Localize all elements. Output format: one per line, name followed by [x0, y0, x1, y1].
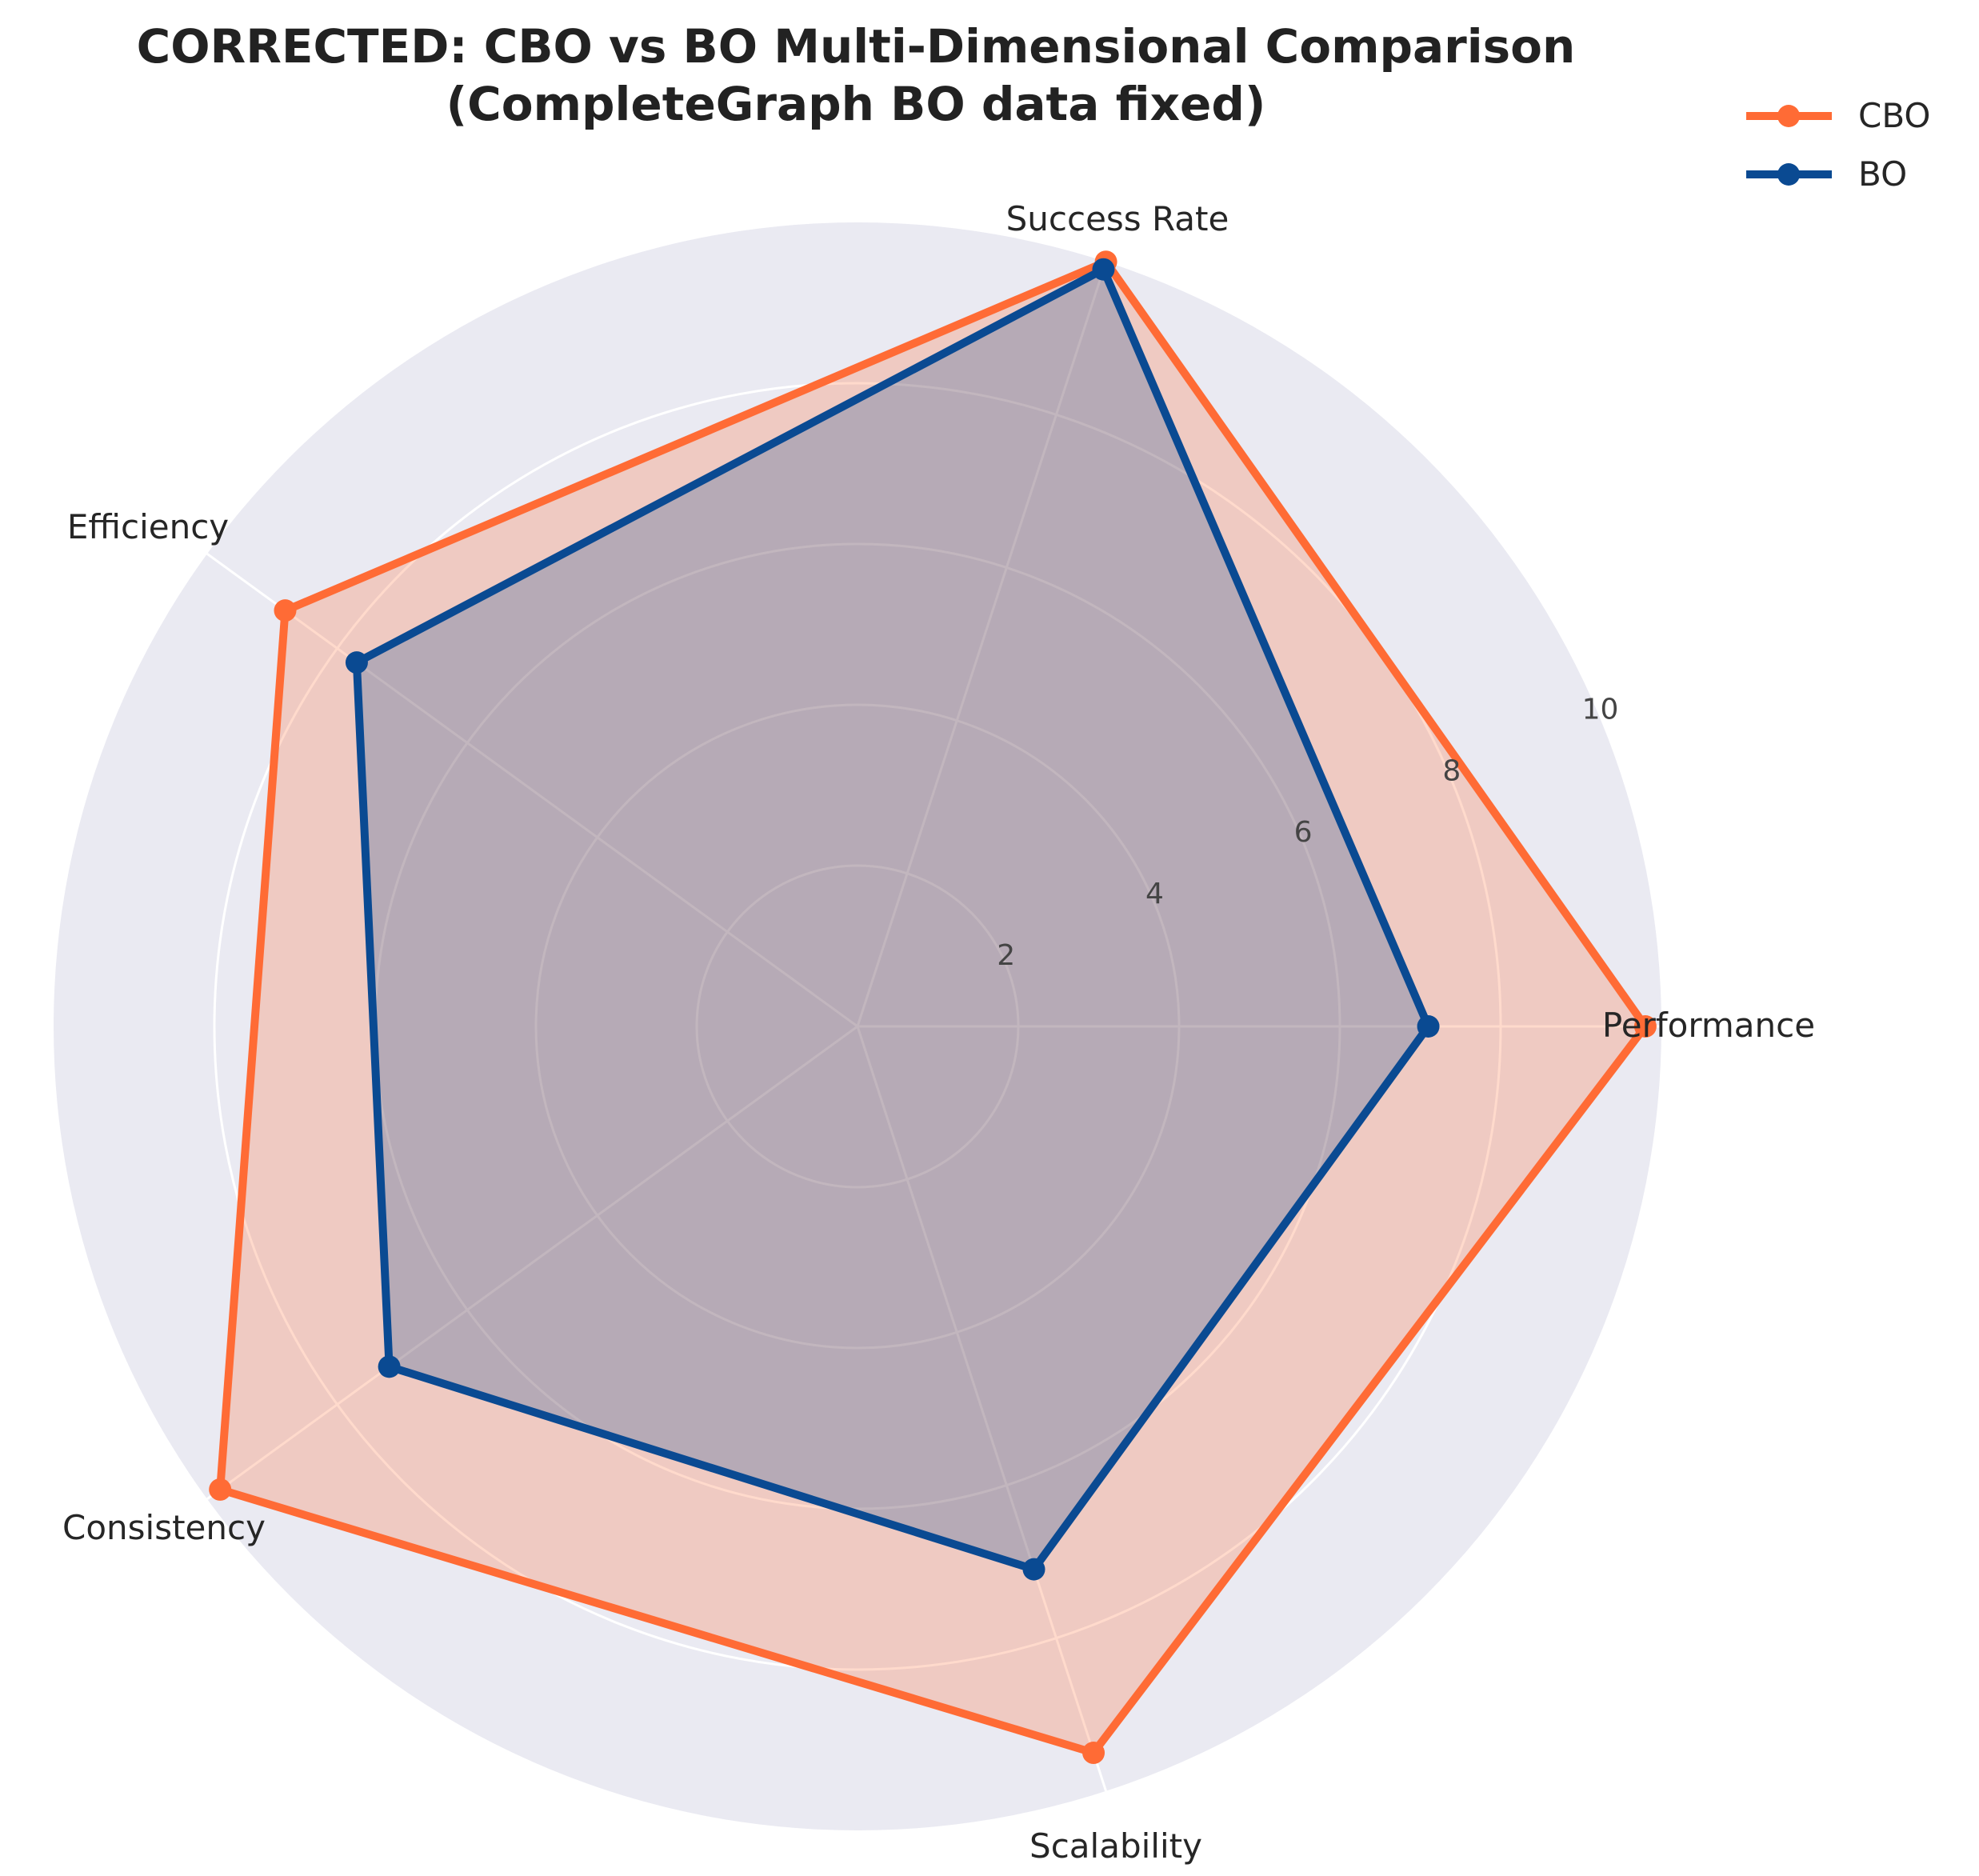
tick-label-8: 8: [1442, 754, 1461, 787]
category-label-scalability: Scalability: [1029, 1826, 1202, 1866]
series-line-bo: [352, 265, 1433, 1574]
legend-label-cbo: CBO: [1858, 96, 1930, 135]
legend-item-bo: BO: [1746, 154, 1907, 194]
point-bo-scalability: [1022, 1558, 1045, 1581]
tick-label-2: 2: [997, 939, 1015, 972]
point-cbo-scalability: [1082, 1742, 1105, 1765]
point-bo-efficiency: [345, 651, 368, 674]
chart-title: CORRECTED: CBO vs BO Multi-Dimensional C…: [137, 19, 1576, 74]
radial-tick-labels: 2 4 6 8 10: [997, 693, 1618, 972]
tick-label-6: 6: [1294, 816, 1313, 849]
point-bo-consistency: [378, 1355, 401, 1378]
legend-item-cbo: CBO: [1746, 96, 1930, 135]
category-label-performance: Performance: [1602, 1006, 1815, 1045]
point-cbo-performance: [1633, 1015, 1657, 1038]
tick-label-4: 4: [1145, 878, 1164, 910]
spoke-consistency: [206, 1025, 858, 1500]
chart-subtitle: (CompleteGraph BO data fixed): [446, 77, 1266, 131]
spoke-efficiency: [206, 553, 858, 1028]
point-bo-performance: [1417, 1015, 1440, 1038]
spoke-success-rate: [856, 261, 1107, 1027]
legend-label-bo: BO: [1858, 154, 1907, 194]
category-label-efficiency: Efficiency: [67, 507, 229, 546]
point-cbo-consistency: [209, 1478, 232, 1501]
category-labels: Performance Success Rate Efficiency Consist…: [62, 199, 1815, 1866]
series-layer: [209, 250, 1657, 1765]
legend: CBO BO: [1746, 96, 1930, 194]
series-fill-bo: [356, 269, 1429, 1570]
tick-label-10: 10: [1582, 693, 1619, 726]
category-label-success-rate: Success Rate: [1006, 199, 1229, 238]
legend-marker-bo: [1777, 163, 1800, 186]
point-bo-success-rate: [1092, 258, 1115, 281]
series-line-cbo: [216, 258, 1649, 1757]
point-cbo-efficiency: [274, 599, 297, 622]
series-fill-cbo: [220, 262, 1645, 1754]
legend-marker-cbo: [1777, 105, 1800, 127]
spoke-scalability: [856, 1026, 1107, 1792]
category-label-consistency: Consistency: [62, 1508, 266, 1547]
